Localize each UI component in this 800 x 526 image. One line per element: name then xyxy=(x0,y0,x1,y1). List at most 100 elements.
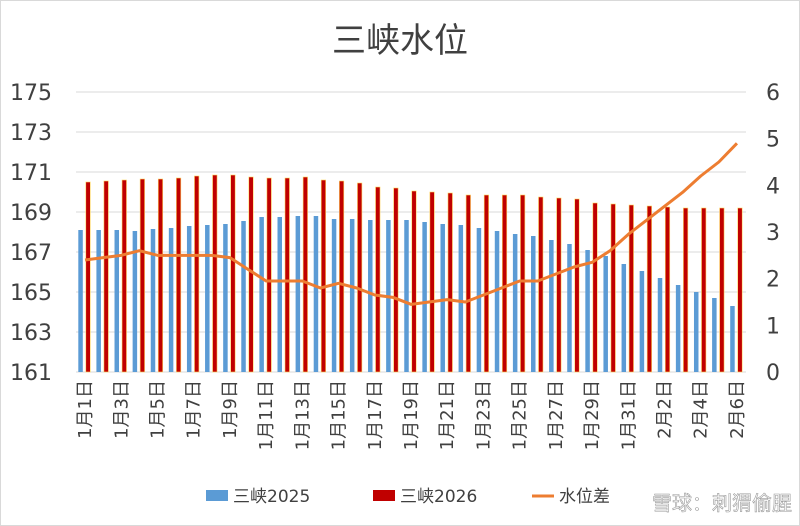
bar-三峡2026 xyxy=(357,182,363,373)
bar-三峡2026 xyxy=(610,203,616,373)
bar-三峡2025 xyxy=(331,219,337,372)
x-tick-label: 2月2日 xyxy=(655,380,676,439)
x-tick-label: 1月3日 xyxy=(111,380,132,439)
left-tick-label: 167 xyxy=(10,241,52,266)
bar-三峡2025 xyxy=(675,285,681,372)
bar-三峡2026 xyxy=(157,178,164,373)
bar-三峡2025 xyxy=(150,229,156,372)
bar-三峡2026 xyxy=(592,202,598,373)
bar-三峡2026 xyxy=(212,174,218,373)
bar-三峡2025 xyxy=(476,228,482,372)
bar-三峡2026 xyxy=(719,207,725,373)
bar-三峡2026 xyxy=(701,207,707,373)
difference-line xyxy=(84,142,739,306)
legend-swatch-三峡2025 xyxy=(206,490,228,501)
bar-三峡2025 xyxy=(603,256,608,372)
bar-三峡2026 xyxy=(520,194,526,373)
bar-三峡2025 xyxy=(313,216,319,372)
bar-三峡2025 xyxy=(168,228,174,372)
bar-三峡2025 xyxy=(114,230,120,372)
bar-三峡2025 xyxy=(205,225,210,372)
legend: 三峡2025 三峡2026 水位差 xyxy=(206,487,610,507)
bar-三峡2025 xyxy=(693,292,699,372)
left-tick-label: 161 xyxy=(10,361,52,386)
legend-label-三峡2026: 三峡2026 xyxy=(400,487,477,507)
bar-三峡2025 xyxy=(531,236,536,372)
left-tick-label: 175 xyxy=(10,81,52,106)
x-tick-label: 1月9日 xyxy=(220,380,241,439)
bar-三峡2026 xyxy=(429,191,435,373)
left-tick-label: 169 xyxy=(10,201,52,226)
x-tick-label: 2月4日 xyxy=(691,380,712,439)
x-tick-label: 1月25日 xyxy=(510,380,531,450)
bar-三峡2025 xyxy=(368,220,373,372)
bar-三峡2026 xyxy=(230,174,236,373)
bar-三峡2026 xyxy=(103,180,109,373)
bar-三峡2025 xyxy=(186,226,192,372)
bar-三峡2025 xyxy=(639,271,645,372)
bar-三峡2026 xyxy=(339,180,345,373)
bar-三峡2025 xyxy=(585,250,590,372)
bar-三峡2026 xyxy=(556,197,562,373)
bar-三峡2026 xyxy=(501,194,508,373)
left-tick-label: 163 xyxy=(10,321,52,346)
bar-三峡2025 xyxy=(567,244,572,372)
bar-三峡2026 xyxy=(683,207,689,373)
bar-三峡2025 xyxy=(458,225,464,372)
watermark: 雪球：刺猬偷腥 xyxy=(652,491,792,515)
right-tick-label: 4 xyxy=(766,174,780,199)
bar-三峡2025 xyxy=(730,306,735,372)
left-axis: 161 163 165 167 169 171 173 175 xyxy=(10,81,52,386)
bar-三峡2025 xyxy=(621,264,627,372)
bar-三峡2025 xyxy=(241,221,246,372)
bar-三峡2026 xyxy=(737,207,743,373)
bar-三峡2026 xyxy=(393,187,399,373)
bar-三峡2025 xyxy=(494,231,500,372)
bar-三峡2026 xyxy=(139,178,145,373)
bar-三峡2025 xyxy=(404,220,409,372)
bar-三峡2026 xyxy=(483,194,489,373)
bar-三峡2026 xyxy=(628,204,634,373)
legend-swatch-三峡2026 xyxy=(373,490,395,501)
x-tick-label: 1月15日 xyxy=(329,380,350,450)
x-axis: 1月1日 1月3日 1月5日 1月7日 1月9日 1月11日 1月13日 1月15日 1月17日… xyxy=(75,380,748,450)
left-tick-label: 165 xyxy=(10,281,52,306)
bar-三峡2026 xyxy=(284,177,290,373)
bar-三峡2026 xyxy=(320,179,327,373)
legend-label-水位差: 水位差 xyxy=(559,487,610,507)
legend-label-三峡2025: 三峡2025 xyxy=(233,487,310,507)
left-tick-label: 173 xyxy=(10,121,52,146)
x-tick-label: 1月27日 xyxy=(546,380,567,450)
bar-三峡2026 xyxy=(646,205,652,373)
x-tick-label: 1月31日 xyxy=(618,380,639,450)
bar-三峡2025 xyxy=(78,230,83,372)
x-tick-label: 1月23日 xyxy=(473,380,494,450)
right-tick-label: 3 xyxy=(766,221,780,246)
bar-三峡2026 xyxy=(302,176,308,373)
bar-三峡2026 xyxy=(194,175,200,373)
bar-三峡2025 xyxy=(440,224,445,372)
x-tick-label: 1月13日 xyxy=(292,380,313,450)
x-tick-label: 1月7日 xyxy=(184,380,205,439)
right-tick-label: 1 xyxy=(766,314,780,339)
bar-三峡2025 xyxy=(96,230,101,372)
left-tick-label: 171 xyxy=(10,161,52,186)
bars xyxy=(78,174,743,373)
bar-三峡2025 xyxy=(277,217,282,372)
bar-三峡2026 xyxy=(248,176,254,373)
bar-三峡2026 xyxy=(176,177,182,373)
bar-三峡2026 xyxy=(664,206,671,373)
x-tick-label: 1月29日 xyxy=(582,380,603,450)
bar-三峡2025 xyxy=(223,224,228,372)
right-tick-label: 2 xyxy=(766,268,780,293)
right-tick-label: 0 xyxy=(766,361,780,386)
bar-三峡2026 xyxy=(411,190,417,373)
bar-三峡2025 xyxy=(512,234,518,372)
bar-三峡2026 xyxy=(465,194,471,373)
bar-三峡2025 xyxy=(549,240,554,372)
bar-三峡2025 xyxy=(657,278,663,372)
x-tick-label: 1月11日 xyxy=(256,380,277,450)
bar-三峡2025 xyxy=(132,231,138,372)
bar-三峡2025 xyxy=(259,217,264,372)
